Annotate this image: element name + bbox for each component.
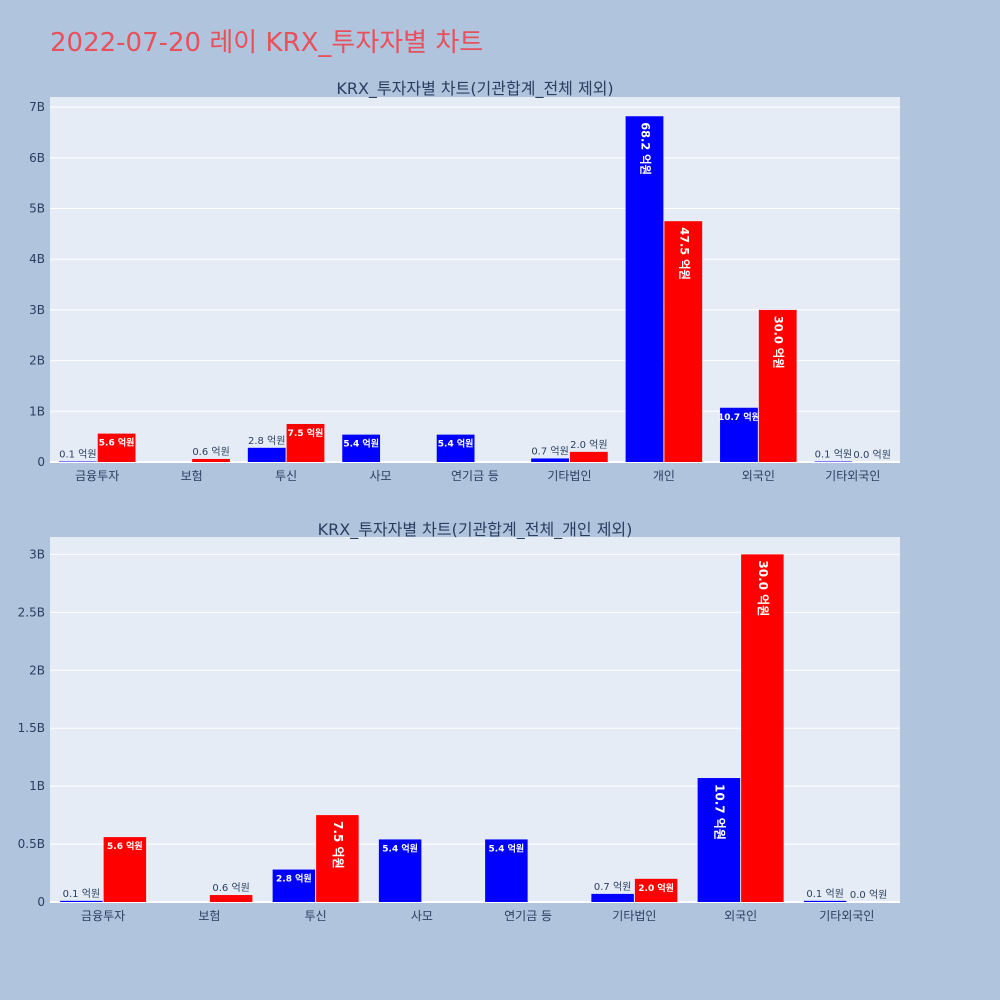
bar-label: 2.0 억원: [638, 882, 674, 894]
bar: [97, 433, 136, 462]
bar-label: 30.0 억원: [772, 316, 786, 369]
x-tick-label: 기타외국인: [819, 909, 874, 923]
bar-label: 5.6 억원: [107, 840, 143, 852]
y-tick-label: 0: [37, 895, 45, 909]
x-tick-label: 보험: [198, 909, 220, 923]
y-tick-label: 2B: [29, 663, 45, 677]
bar: [247, 447, 286, 462]
x-tick-label: 사모: [411, 909, 433, 923]
y-tick-label: 0.5B: [18, 837, 45, 851]
bar: [697, 778, 741, 902]
x-tick-label: 외국인: [742, 469, 775, 483]
bar-label: 0.1 억원: [63, 888, 100, 900]
bar-label: 0.6 억원: [212, 882, 249, 894]
bar-label: 0.1 억원: [815, 448, 852, 460]
y-tick-label: 0: [37, 455, 45, 469]
bar-label: 5.4 억원: [438, 438, 474, 450]
bar-label: 7.5 억원: [288, 427, 324, 439]
bar: [436, 434, 475, 462]
bar: [758, 309, 797, 462]
chart-title: KRX_투자자별 차트(기관합계_전체_개인 제외): [318, 520, 633, 540]
x-tick-label: 금융투자: [75, 469, 119, 483]
x-tick-label: 연기금 등: [451, 469, 499, 483]
bar: [625, 116, 664, 462]
bar-label: 0.6 억원: [192, 446, 229, 458]
x-tick-label: 금융투자: [81, 909, 125, 923]
bar: [803, 900, 847, 902]
bar: [664, 221, 703, 462]
y-tick-label: 7B: [29, 100, 45, 114]
y-tick-label: 3B: [29, 547, 45, 561]
y-tick-label: 1B: [29, 404, 45, 418]
bar: [591, 893, 634, 902]
bar: [378, 839, 422, 902]
bar-label: 7.5 억원: [331, 821, 345, 869]
bar-label: 10.7 억원: [712, 784, 726, 840]
bar-label: 10.7 억원: [718, 411, 760, 423]
bar-label: 5.4 억원: [489, 842, 525, 854]
bar: [286, 423, 325, 462]
bar-label: 30.0 억원: [756, 560, 770, 616]
x-tick-label: 기타외국인: [825, 469, 880, 483]
x-tick-label: 개인: [653, 469, 675, 483]
bar-label: 5.6 억원: [99, 437, 135, 449]
bar: [485, 839, 528, 902]
x-tick-label: 기타법인: [612, 909, 656, 923]
bar-label: 0.0 억원: [850, 889, 887, 901]
bar-label: 0.7 억원: [531, 445, 568, 457]
bar: [316, 815, 359, 902]
bar-label: 2.0 억원: [570, 439, 607, 451]
bar-label: 68.2 억원: [639, 122, 653, 175]
y-tick-label: 1B: [29, 779, 45, 793]
bar-label: 5.4 억원: [343, 438, 379, 450]
bar: [209, 895, 253, 902]
y-tick-label: 2B: [29, 354, 45, 368]
bar: [720, 407, 758, 462]
bar-label: 2.8 억원: [276, 873, 312, 885]
y-tick-label: 2.5B: [18, 605, 45, 619]
x-tick-label: 외국인: [724, 909, 757, 923]
bar-label: 5.4 억원: [382, 842, 418, 854]
x-tick-label: 투신: [275, 469, 297, 483]
chart-investor-excluding-individual: KRX_투자자별 차트(기관합계_전체_개인 제외) 0 0.5B 1B 1.5B 2B 2…: [18, 520, 900, 923]
bar: [342, 434, 381, 462]
bar: [272, 869, 316, 902]
bar-label: 2.8 억원: [248, 435, 285, 447]
bar: [103, 837, 147, 902]
bar-label: 0.0 억원: [853, 449, 890, 461]
y-tick-label: 5B: [29, 202, 45, 216]
bar-label: 47.5 억원: [677, 227, 691, 280]
x-tick-label: 기타법인: [547, 469, 591, 483]
x-tick-label: 사모: [370, 469, 392, 483]
x-tick-label: 투신: [305, 909, 327, 923]
chart-investor-total: KRX_투자자별 차트(기관합계_전체 제외) 0 1B 2B 3B 4B 5B 6B 7B 금융…: [29, 79, 900, 483]
bar: [531, 458, 569, 462]
bar: [634, 878, 678, 902]
bar: [569, 451, 608, 462]
bar-label: 0.7 억원: [594, 881, 631, 893]
bar: [192, 458, 230, 462]
chart-title: KRX_투자자별 차트(기관합계_전체 제외): [336, 79, 613, 99]
y-tick-label: 1.5B: [18, 721, 45, 735]
x-tick-label: 보험: [181, 469, 203, 483]
x-tick-label: 연기금 등: [504, 909, 552, 923]
bar-label: 0.1 억원: [59, 448, 96, 460]
y-tick-label: 6B: [29, 151, 45, 165]
bar: [60, 900, 103, 902]
y-tick-label: 3B: [29, 303, 45, 317]
y-tick-label: 4B: [29, 252, 45, 266]
bar: [741, 554, 784, 902]
bar: [814, 461, 853, 462]
bar-label: 0.1 억원: [806, 888, 843, 900]
bar: [58, 461, 97, 462]
page-title: 2022-07-20 레이 KRX_투자자별 차트: [50, 28, 484, 58]
